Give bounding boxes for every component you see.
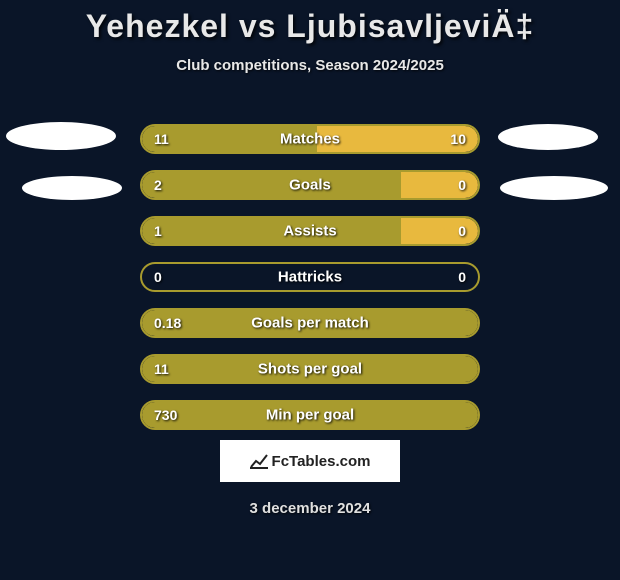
player-left-photo-placeholder-2 bbox=[22, 176, 122, 200]
date-label: 3 december 2024 bbox=[0, 500, 620, 517]
bar-label: Shots per goal bbox=[142, 361, 478, 378]
player-right-photo-placeholder-1 bbox=[498, 124, 598, 150]
stat-bar-goals: 2Goals0 bbox=[140, 170, 480, 200]
chart-icon bbox=[250, 453, 268, 469]
stat-bar-hattricks: 0Hattricks0 bbox=[140, 262, 480, 292]
fctables-logo[interactable]: FcTables.com bbox=[220, 440, 400, 482]
stat-bar-goals-per-match: 0.18Goals per match bbox=[140, 308, 480, 338]
page-title: Yehezkel vs LjubisavljeviÄ‡ bbox=[0, 0, 620, 45]
bar-label: Assists bbox=[142, 223, 478, 240]
bar-value-right: 0 bbox=[458, 269, 466, 285]
bar-label: Goals per match bbox=[142, 315, 478, 332]
bar-value-right: 10 bbox=[450, 131, 466, 147]
stat-bar-matches: 11Matches10 bbox=[140, 124, 480, 154]
bar-value-right: 0 bbox=[458, 223, 466, 239]
logo-text: FcTables.com bbox=[272, 453, 371, 470]
bar-value-right: 0 bbox=[458, 177, 466, 193]
stat-bar-assists: 1Assists0 bbox=[140, 216, 480, 246]
player-right-photo-placeholder-2 bbox=[500, 176, 608, 200]
stat-bar-shots-per-goal: 11Shots per goal bbox=[140, 354, 480, 384]
stats-bars: 11Matches102Goals01Assists00Hattricks00.… bbox=[140, 124, 480, 446]
bar-label: Min per goal bbox=[142, 407, 478, 424]
page-subtitle: Club competitions, Season 2024/2025 bbox=[0, 57, 620, 74]
bar-label: Hattricks bbox=[142, 269, 478, 286]
player-left-photo-placeholder-1 bbox=[6, 122, 116, 150]
stat-bar-min-per-goal: 730Min per goal bbox=[140, 400, 480, 430]
bar-label: Goals bbox=[142, 177, 478, 194]
bar-label: Matches bbox=[142, 131, 478, 148]
